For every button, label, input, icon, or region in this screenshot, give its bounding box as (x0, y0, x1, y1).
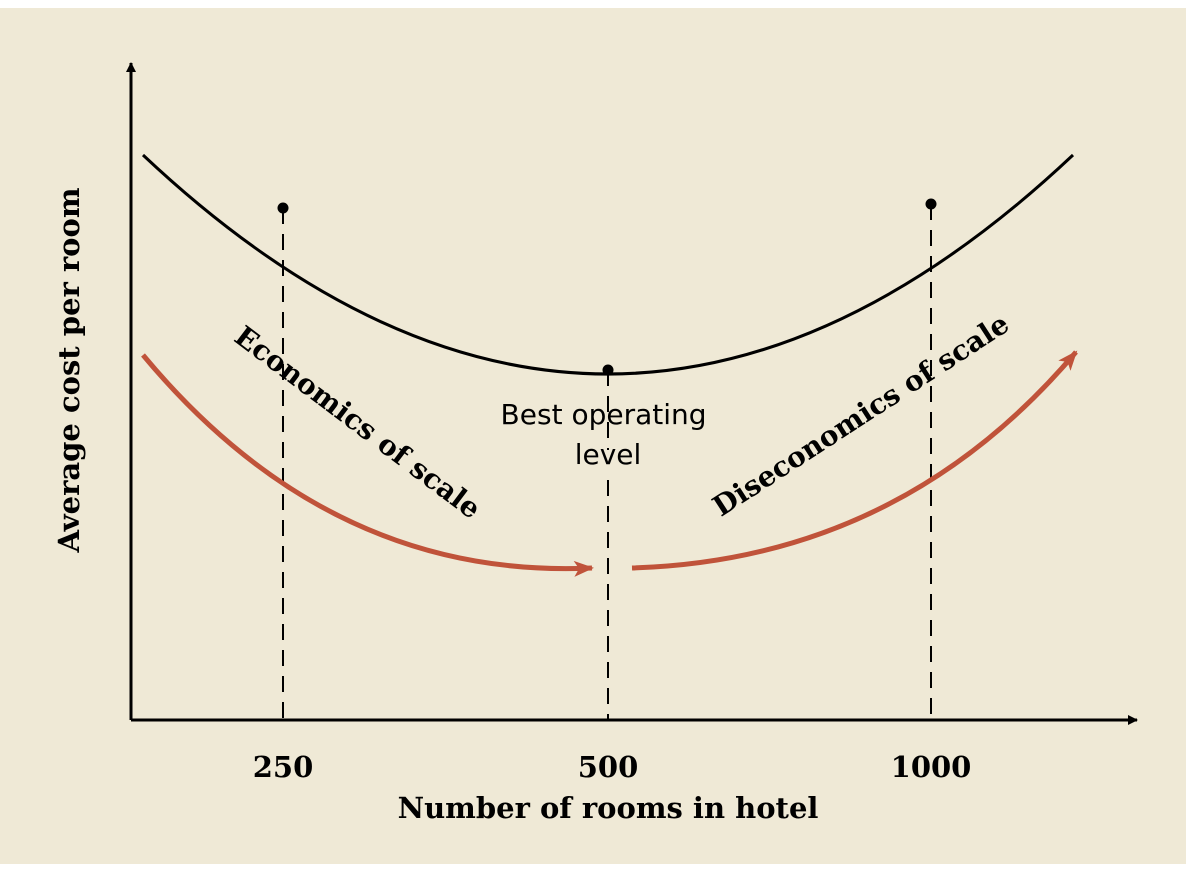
chart-svg: Economics of scale Diseconomics of scale… (0, 8, 1186, 864)
marker-500 (602, 364, 614, 376)
x-axis-title: Number of rooms in hotel (398, 791, 819, 825)
y-axis-title: Average cost per room (52, 187, 86, 553)
label-best-operating-line-2: level (575, 438, 642, 471)
chart-background (0, 8, 1186, 864)
label-best-operating-line-1: Best operating (501, 398, 707, 431)
marker-1000 (925, 198, 937, 210)
x-tick-label-250: 250 (253, 750, 314, 784)
x-tick-label-1000: 1000 (891, 750, 972, 784)
marker-250 (277, 202, 289, 214)
x-tick-label-500: 500 (578, 750, 639, 784)
economies-arrow (141, 353, 594, 577)
diseconomies-arrow (631, 350, 1078, 571)
chart-panel: Economics of scale Diseconomics of scale… (0, 8, 1186, 864)
label-best-operating-level: Best operating level (501, 398, 716, 471)
